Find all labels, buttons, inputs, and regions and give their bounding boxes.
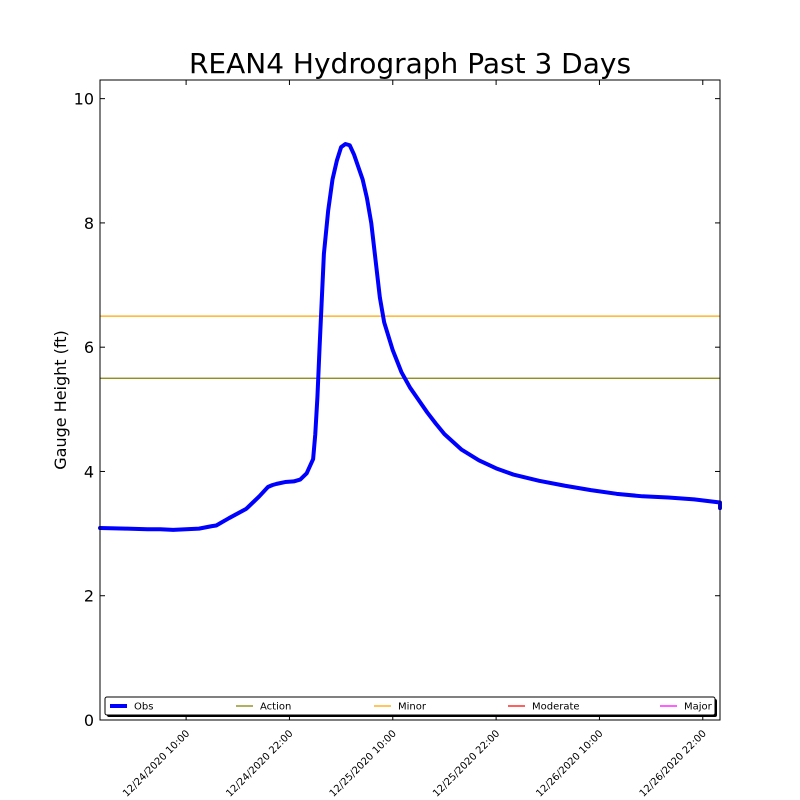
legend-label-major: Major (684, 702, 713, 713)
legend-label-moderate: Moderate (532, 702, 580, 713)
legend-label-action: Action (260, 702, 291, 713)
legend-label-obs: Obs (134, 702, 153, 713)
plot-frame (99, 79, 721, 721)
y-tick-label: 6 (84, 338, 94, 357)
x-tick-label: 12/26/2020 22:00 (638, 728, 709, 799)
x-tick-label: 12/25/2020 22:00 (431, 728, 502, 799)
y-axis-label: Gauge Height (ft) (51, 330, 70, 470)
plot-area: 0 2 4 6 8 10 12/24/2020 10:00 12/24/2020 22:00 1… (74, 80, 722, 800)
y-tick-label: 10 (74, 90, 94, 109)
x-tick-label: 12/24/2020 10:00 (121, 728, 192, 799)
y-tick-label: 2 (84, 587, 94, 606)
y-tick-label: 8 (84, 214, 94, 233)
x-tick-label: 12/25/2020 10:00 (328, 728, 399, 799)
chart-title: REAN4 Hydrograph Past 3 Days (189, 47, 631, 80)
legend-label-minor: Minor (398, 702, 427, 713)
x-tick-label: 12/26/2020 10:00 (534, 728, 605, 799)
legend: Obs Action Minor Moderate Major (104, 696, 717, 717)
series-line-obs (98, 142, 722, 532)
y-tick-label: 4 (84, 462, 94, 481)
y-tick-label: 0 (84, 711, 94, 730)
legend-box (104, 696, 716, 716)
x-tick-label: 12/24/2020 22:00 (224, 728, 295, 799)
